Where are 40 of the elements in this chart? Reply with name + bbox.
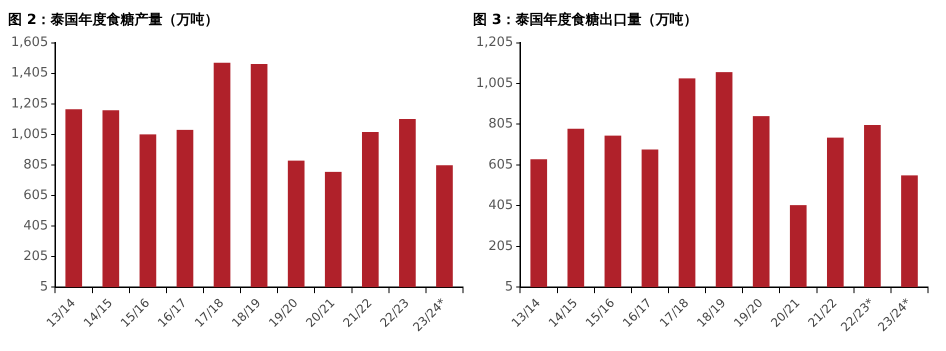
- y-tick-label: 1,605: [11, 35, 48, 50]
- bar: [901, 175, 918, 288]
- y-tick-label: 1,005: [476, 76, 514, 91]
- bar: [530, 159, 548, 288]
- bar: [752, 116, 770, 288]
- bar: [102, 110, 120, 288]
- y-tick-label: 605: [488, 157, 514, 172]
- y-tick-label: 1,205: [476, 35, 514, 50]
- bar: [140, 134, 156, 288]
- bar: [65, 109, 82, 288]
- bar: [864, 125, 881, 288]
- bar: [176, 130, 194, 288]
- bar: [436, 165, 453, 288]
- y-tick-label: 1,005: [11, 126, 48, 142]
- bar: [324, 172, 342, 288]
- y-tick-label: 1,405: [11, 66, 48, 81]
- bar: [288, 160, 305, 288]
- y-tick-label: 205: [488, 238, 514, 254]
- chart-title: 图 2：泰国年度食糖产量（万吨）: [8, 11, 219, 28]
- y-tick-label: 405: [488, 198, 514, 214]
- y-tick-label: 805: [23, 157, 48, 172]
- bar: [214, 62, 230, 288]
- y-tick-label: 205: [23, 248, 48, 264]
- bar: [716, 72, 732, 288]
- bar: [790, 205, 807, 288]
- y-tick-label: 605: [23, 188, 48, 203]
- y-tick-label: 805: [488, 116, 514, 132]
- bar: [399, 119, 416, 288]
- bar: [250, 64, 268, 288]
- bar: [567, 128, 584, 288]
- y-tick-label: 1,205: [11, 96, 48, 112]
- y-tick-label: 5: [504, 279, 514, 294]
- y-tick-label: 5: [40, 279, 48, 294]
- bar: [826, 138, 844, 288]
- bar: [642, 149, 658, 288]
- bar: [604, 136, 622, 288]
- bar: [678, 78, 696, 288]
- y-tick-label: 405: [23, 218, 48, 234]
- bar: [362, 132, 379, 288]
- chart-title: 图 3：泰国年度食糖出口量（万吨）: [473, 11, 698, 28]
